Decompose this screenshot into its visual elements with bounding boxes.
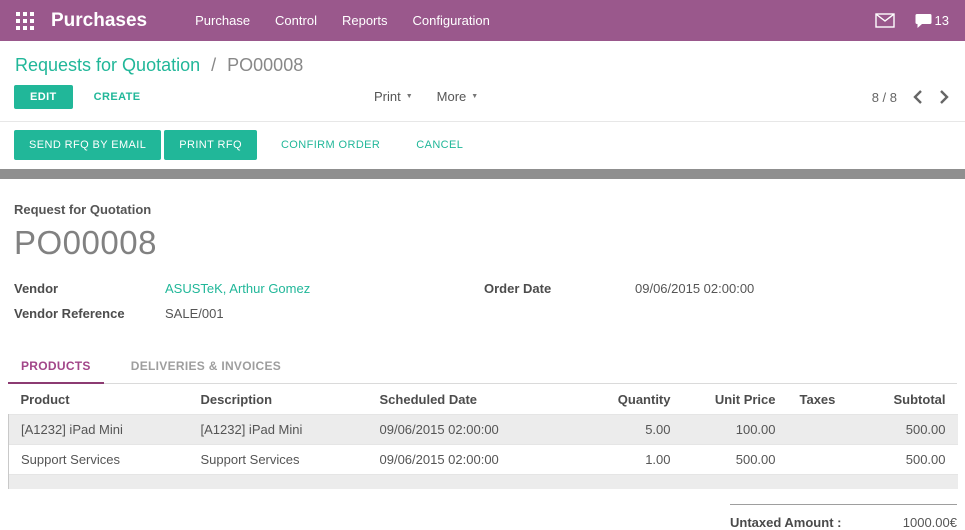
untaxed-amount-label: Untaxed Amount : — [730, 515, 842, 530]
topbar-right-icons: 13 — [874, 13, 949, 29]
chevron-right-icon[interactable] — [939, 90, 949, 104]
tab-products[interactable]: PRODUCTS — [8, 359, 104, 384]
field-column-left: Vendor ASUSTeK, Arthur Gomez Vendor Refe… — [14, 281, 484, 331]
empty-cell — [683, 475, 788, 490]
col-header-subtotal: Subtotal — [893, 392, 946, 407]
print-dropdown-label: Print — [374, 89, 401, 104]
field-vendor-reference: Vendor Reference SALE/001 — [14, 306, 484, 321]
field-vendor: Vendor ASUSTeK, Arthur Gomez — [14, 281, 484, 296]
col-header-description: Description — [200, 392, 273, 407]
message-count: 13 — [934, 13, 949, 28]
document-name: PO00008 — [14, 224, 157, 261]
create-button[interactable]: CREATE — [88, 90, 147, 104]
tab-deliveries-invoices[interactable]: DELIVERIES & INVOICES — [130, 359, 282, 373]
app-title[interactable]: Purchases — [51, 9, 148, 31]
caret-down-icon: ▼ — [471, 93, 479, 100]
order-date-value: 09/06/2015 02:00:00 — [635, 281, 755, 296]
cell-subtotal[interactable]: 500.00 — [905, 422, 946, 437]
action-dropdowns: Print ▼ More ▼ — [374, 89, 478, 104]
form-sheet: Request for Quotation PO00008 Vendor ASU… — [0, 202, 965, 530]
field-order-date: Order Date 09/06/2015 02:00:00 — [484, 281, 957, 296]
edit-button[interactable]: EDIT — [14, 85, 73, 109]
order-lines-table: Product Description Scheduled Date Quantity… — [8, 384, 958, 489]
col-header-scheduled-date: Scheduled Date — [379, 392, 478, 407]
vendor-value-link[interactable]: ASUSTeK, Arthur Gomez — [165, 281, 311, 296]
envelope-icon[interactable] — [874, 13, 895, 28]
col-header-product: Product — [20, 392, 70, 407]
cell-product[interactable]: Support Services — [8, 444, 189, 475]
cell-quantity[interactable]: 5.00 — [645, 422, 671, 437]
send-rfq-by-email-button[interactable]: SEND RFQ BY EMAIL — [14, 130, 162, 160]
empty-cell — [368, 475, 588, 490]
col-header-taxes: Taxes — [799, 392, 836, 407]
menu-item-control[interactable]: Control — [275, 13, 317, 28]
cell-unit-price[interactable]: 100.00 — [735, 422, 776, 437]
print-rfq-button[interactable]: PRINT RFQ — [164, 130, 257, 160]
cell-scheduled-date[interactable]: 09/06/2015 02:00:00 — [379, 452, 499, 467]
document-type-label: Request for Quotation — [14, 202, 152, 217]
breadcrumb-parent-link[interactable]: Requests for Quotation — [15, 55, 201, 75]
empty-cell — [8, 474, 189, 489]
record-pager: 8 / 8 — [872, 90, 949, 105]
order-line-empty-row[interactable] — [8, 474, 958, 490]
more-dropdown-label: More — [436, 89, 467, 104]
chat-bubble-icon — [915, 13, 932, 29]
cancel-button[interactable]: CANCEL — [401, 130, 478, 160]
menu-item-reports[interactable]: Reports — [341, 13, 388, 28]
empty-cell — [189, 475, 368, 490]
confirm-order-button[interactable]: CONFIRM ORDER — [266, 130, 395, 160]
order-lines-header: Product Description Scheduled Date Quantity… — [9, 384, 958, 415]
empty-cell — [788, 475, 863, 490]
breadcrumb-current: PO00008 — [227, 55, 304, 75]
cell-description[interactable]: [A1232] iPad Mini — [200, 422, 303, 437]
order-lines-body: [A1232] iPad Mini [A1232] iPad Mini 09/06/… — [8, 414, 958, 490]
cell-description[interactable]: Support Services — [200, 452, 300, 467]
order-date-label: Order Date — [484, 281, 552, 296]
notebook-tabs: PRODUCTS DELIVERIES & INVOICES — [8, 359, 957, 384]
cell-subtotal[interactable]: 500.00 — [905, 452, 946, 467]
menu-item-purchase[interactable]: Purchase — [195, 13, 251, 28]
vendor-reference-value: SALE/001 — [165, 306, 224, 321]
messages-counter[interactable]: 13 — [915, 13, 949, 29]
cell-taxes[interactable] — [788, 445, 863, 475]
empty-cell — [588, 475, 683, 490]
untaxed-amount-value: 1000.00€ — [902, 515, 957, 530]
totals-block: Untaxed Amount : 1000.00€ — [730, 504, 957, 530]
cell-product[interactable]: [A1232] iPad Mini — [8, 414, 189, 445]
control-panel: EDIT CREATE Print ▼ More ▼ 8 / 8 — [0, 76, 965, 121]
field-group: Vendor ASUSTeK, Arthur Gomez Vendor Refe… — [14, 281, 957, 331]
order-line-row[interactable]: Support Services Support Services 09/06/20… — [8, 444, 958, 475]
cell-taxes[interactable] — [788, 415, 863, 445]
cell-quantity[interactable]: 1.00 — [645, 452, 671, 467]
caret-down-icon: ▼ — [405, 93, 413, 100]
col-header-quantity: Quantity — [617, 392, 671, 407]
breadcrumb-separator: / — [211, 55, 217, 75]
top-navbar: Purchases Purchase Control Reports Confi… — [0, 0, 965, 41]
print-dropdown[interactable]: Print ▼ — [374, 89, 413, 104]
field-column-right: Order Date 09/06/2015 02:00:00 — [484, 281, 957, 331]
statusbar-shadow-band — [0, 169, 965, 179]
more-dropdown[interactable]: More ▼ — [437, 89, 479, 104]
chevron-left-icon[interactable] — [913, 90, 923, 104]
pager-counter[interactable]: 8 / 8 — [871, 89, 897, 105]
order-line-row[interactable]: [A1232] iPad Mini [A1232] iPad Mini 09/06/… — [8, 414, 958, 445]
cell-unit-price[interactable]: 500.00 — [735, 452, 776, 467]
col-header-unit-price: Unit Price — [714, 392, 776, 407]
app-menu: Purchase Control Reports Configuration — [195, 13, 490, 28]
apps-grid-icon[interactable] — [16, 11, 34, 30]
vendor-reference-label: Vendor Reference — [14, 306, 125, 321]
empty-cell — [863, 475, 958, 490]
cell-scheduled-date[interactable]: 09/06/2015 02:00:00 — [379, 422, 499, 437]
menu-item-configuration[interactable]: Configuration — [412, 13, 490, 28]
vendor-label: Vendor — [14, 281, 59, 296]
form-statusbar: SEND RFQ BY EMAIL PRINT RFQ CONFIRM ORDE… — [0, 121, 965, 169]
breadcrumb: Requests for Quotation / PO00008 — [0, 41, 965, 76]
